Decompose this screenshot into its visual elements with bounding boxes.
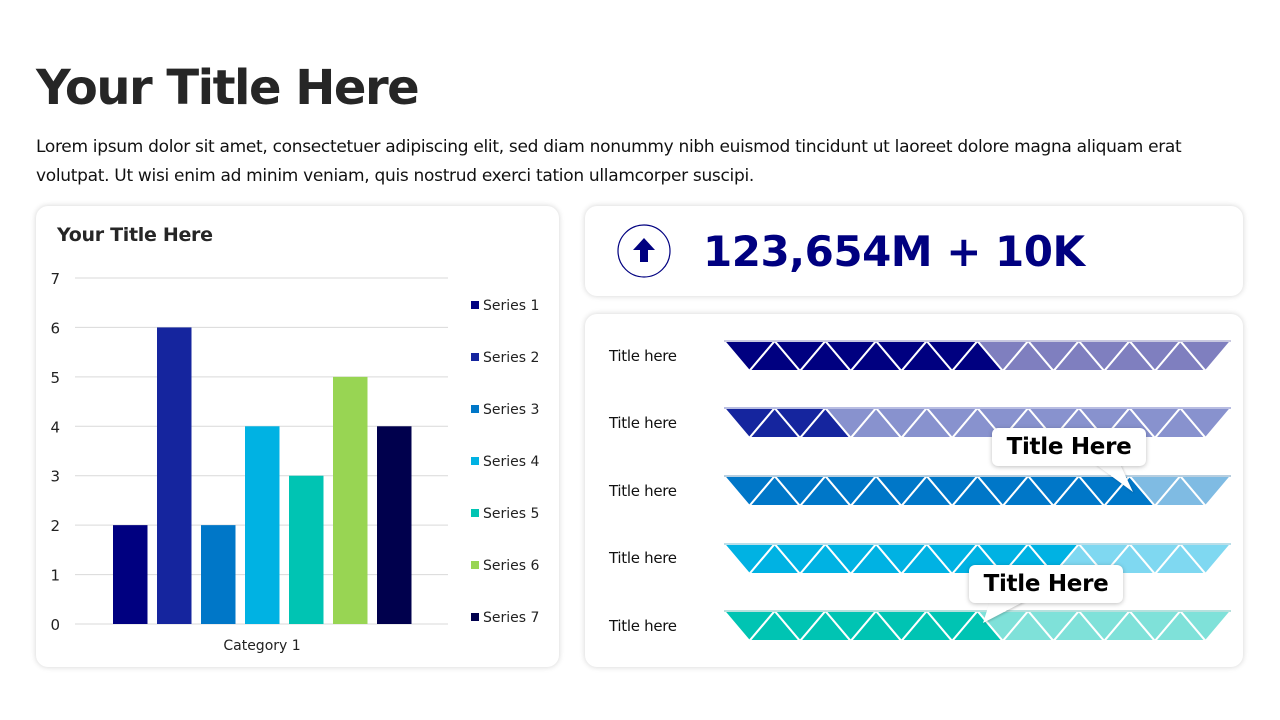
callout-label: Title Here — [969, 565, 1123, 603]
legend-label: Series 6 — [483, 558, 540, 574]
triangle-progress-bars — [723, 340, 1232, 642]
y-tick-label: 0 — [50, 616, 60, 634]
legend-swatch — [471, 353, 479, 361]
x-category-label: Category 1 — [223, 638, 300, 654]
legend-swatch — [471, 301, 479, 309]
y-tick-label: 3 — [50, 468, 60, 486]
y-tick-label: 1 — [50, 567, 60, 585]
callout-label: Title Here — [992, 428, 1146, 466]
progress-card: Title here Title here Title here Title h… — [585, 314, 1243, 667]
arrow-up-circle-icon — [617, 224, 671, 278]
legend-swatch — [471, 509, 479, 517]
progress-row — [723, 407, 1232, 439]
legend-label: Series 5 — [483, 506, 539, 522]
bar — [201, 525, 236, 624]
progress-row — [723, 475, 1232, 507]
y-tick-label: 6 — [50, 319, 60, 337]
y-tick-label: 7 — [50, 270, 60, 288]
row-label: Title here — [609, 617, 677, 635]
y-tick-label: 4 — [50, 418, 60, 436]
legend-swatch — [471, 561, 479, 569]
bar — [377, 426, 412, 624]
legend-swatch — [471, 405, 479, 413]
chart-card: Your Title Here 0 1 2 3 4 5 6 7 Series 1 Series 2… — [36, 206, 559, 667]
legend-label: Series 4 — [483, 454, 540, 470]
legend-swatch — [471, 457, 479, 465]
y-tick-label: 2 — [50, 517, 60, 535]
legend-label: Series 3 — [483, 402, 539, 418]
legend-label: Series 1 — [483, 298, 539, 314]
bar — [113, 525, 148, 624]
row-label: Title here — [609, 549, 677, 567]
bar — [333, 376, 368, 624]
row-label: Title here — [609, 347, 677, 365]
bar-chart: 0 1 2 3 4 5 6 7 Series 1 Series 2 Series 3 Series 4… — [50, 270, 540, 654]
row-label: Title here — [609, 414, 677, 432]
kpi-card: 123,654M + 10K — [585, 206, 1243, 296]
intro-paragraph: Lorem ipsum dolor sit amet, consectetuer… — [36, 137, 1182, 186]
page-title: Your Title Here — [36, 60, 420, 116]
row-label: Title here — [609, 482, 677, 500]
progress-row — [723, 340, 1232, 372]
progress-row — [723, 543, 1232, 575]
bar — [289, 475, 324, 624]
bar — [157, 327, 192, 624]
chart-title: Your Title Here — [57, 224, 213, 246]
kpi-value: 123,654M + 10K — [703, 227, 1085, 276]
legend-label: Series 2 — [483, 350, 539, 366]
y-tick-label: 5 — [50, 369, 60, 387]
bar — [245, 426, 280, 624]
legend-swatch — [471, 613, 479, 621]
legend-label: Series 7 — [483, 610, 539, 626]
progress-row — [723, 610, 1232, 642]
